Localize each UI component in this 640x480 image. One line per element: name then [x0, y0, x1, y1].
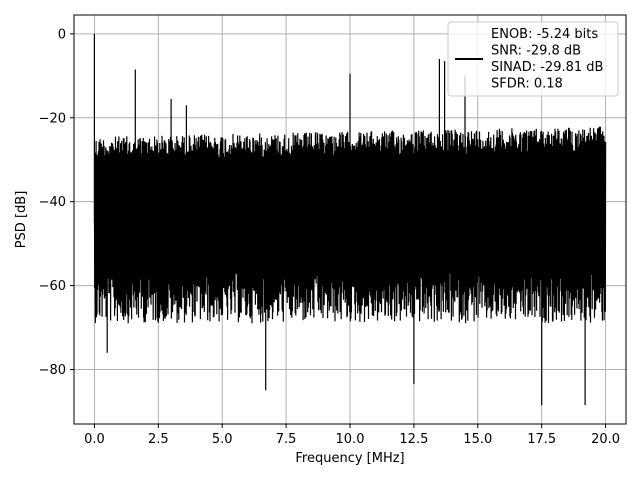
- y-axis-ticks: 0 −20 −40 −60 −80: [39, 27, 74, 378]
- x-tick-label: 2.5: [148, 432, 169, 447]
- x-tick-label: 5.0: [212, 432, 233, 447]
- x-tick-label: 17.5: [527, 432, 556, 447]
- x-tick-label: 20.0: [591, 432, 620, 447]
- y-axis-label: PSD [dB]: [14, 191, 29, 249]
- x-tick-label: 7.5: [276, 432, 297, 447]
- legend-line-enob: ENOB: -5.24 bits: [491, 27, 598, 42]
- legend-line-sfdr: SFDR: 0.18: [491, 77, 563, 92]
- y-tick-label: −40: [39, 195, 66, 210]
- x-tick-label: 12.5: [399, 432, 428, 447]
- legend-line-snr: SNR: -29.8 dB: [491, 44, 581, 59]
- legend-box: [447, 21, 619, 97]
- legend-line-sinad: SINAD: -29.81 dB: [491, 60, 603, 75]
- legend: ENOB: -5.24 bits SNR: -29.8 dB SINAD: -2…: [447, 21, 619, 97]
- y-tick-label: −80: [39, 363, 66, 378]
- x-axis-ticks: 0.0 2.5 5.0 7.5 10.0 12.5 15.0 17.5 20.0: [84, 424, 620, 447]
- x-tick-label: 0.0: [84, 432, 105, 447]
- psd-line: [93, 33, 607, 406]
- x-tick-label: 15.0: [463, 432, 492, 447]
- y-tick-label: 0: [58, 27, 66, 42]
- y-tick-label: −20: [39, 111, 66, 126]
- psd-series: [93, 33, 607, 406]
- x-axis-label: Frequency [MHz]: [295, 451, 404, 466]
- y-tick-label: −60: [39, 279, 66, 294]
- x-tick-label: 10.0: [336, 432, 365, 447]
